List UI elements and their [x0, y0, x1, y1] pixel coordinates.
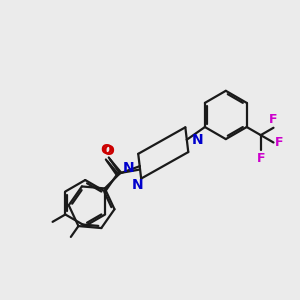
Text: N: N	[192, 133, 204, 147]
Text: F: F	[275, 136, 284, 149]
Text: O: O	[100, 143, 112, 157]
Text: O: O	[102, 144, 114, 158]
Text: N: N	[123, 161, 134, 175]
Text: F: F	[256, 152, 265, 165]
Text: F: F	[269, 113, 278, 126]
Text: N: N	[132, 178, 144, 192]
